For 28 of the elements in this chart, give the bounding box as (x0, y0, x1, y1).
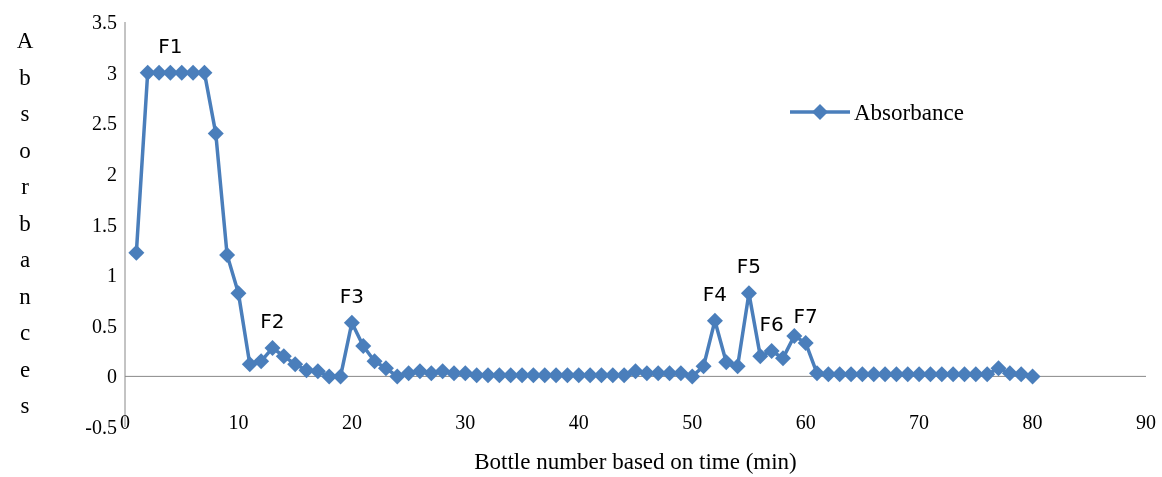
y-tick-label: 0.5 (92, 314, 117, 337)
text: Absorbances (16, 28, 34, 418)
annotation: F4 (702, 281, 728, 306)
x-tick-label: 50 (682, 411, 703, 433)
y-tick-label: 0 (107, 365, 117, 388)
annotation: F3 (339, 283, 365, 308)
y-tick-label: 3 (107, 61, 117, 84)
x-tick-label: 40 (568, 411, 589, 433)
x-tick-label: 30 (455, 411, 476, 433)
x-tick-label: 20 (341, 411, 362, 433)
annotation: F2 (260, 309, 285, 334)
x-axis-title: Bottle number based on time (min) (474, 449, 797, 474)
y-tick-label: 3.5 (92, 11, 117, 33)
x-tick-label: 70 (909, 411, 930, 433)
x-tick-label: 10 (228, 411, 249, 433)
legend-label: Absorbance (854, 100, 964, 126)
annotation: F6 (759, 312, 784, 337)
y-tick-label: -0.5 (85, 416, 117, 438)
annotation: F5 (736, 254, 762, 279)
y-tick-label: 2.5 (92, 112, 117, 135)
x-tick-label: 90 (1136, 411, 1156, 433)
y-tick-label: 1.5 (92, 213, 117, 236)
x-tick-label: 60 (795, 411, 816, 433)
annotation: F1 (158, 33, 183, 58)
annotation: F7 (793, 303, 818, 328)
x-tick-label: 80 (1022, 411, 1043, 433)
y-tick-label: 1 (107, 264, 117, 287)
y-tick-label: 2 (107, 162, 117, 185)
